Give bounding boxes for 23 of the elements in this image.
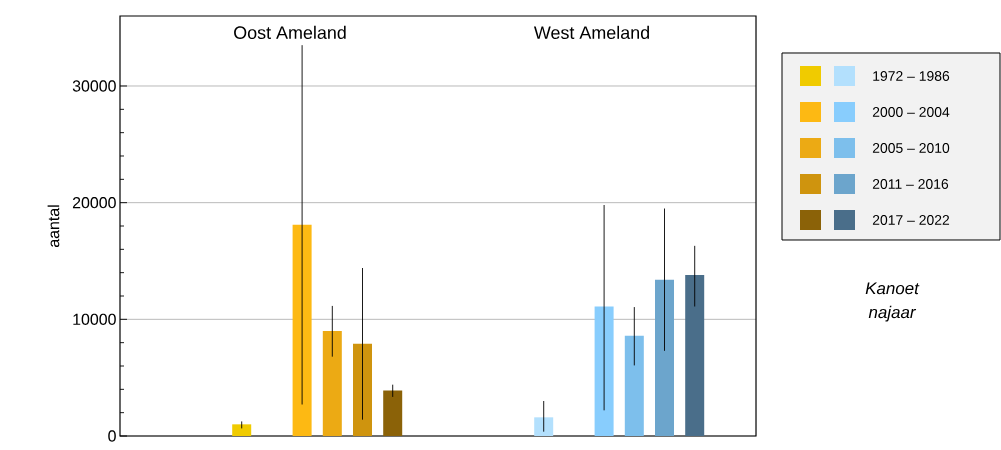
legend-label: 1972 – 1986 (873, 71, 950, 81)
y-tick-label: 30000 (72, 80, 116, 92)
y-tick-label: 0 (108, 430, 116, 442)
bar (322, 331, 342, 436)
bar (353, 343, 372, 436)
bar (292, 224, 312, 436)
bar (624, 335, 644, 436)
text: Kanoet najaar (865, 282, 920, 322)
x-tick-label: Oost Ameland (234, 25, 346, 39)
bar (594, 306, 614, 436)
bar (383, 390, 403, 436)
legend-label: 2000 – 2004 (872, 107, 950, 117)
y-axis-title: aantal (47, 205, 60, 248)
bar (685, 275, 705, 436)
legend-label: 2017 – 2022 (872, 215, 950, 225)
bar (655, 279, 674, 436)
x-tick-label: West Ameland (533, 25, 649, 39)
y-tick-label: 10000 (73, 313, 116, 325)
y-tick-label: 20000 (72, 197, 116, 209)
legend-label: 2011 – 2016 (872, 179, 949, 189)
bar (534, 417, 554, 436)
bar (232, 424, 252, 436)
legend-label: 2005 – 2010 (872, 143, 950, 153)
